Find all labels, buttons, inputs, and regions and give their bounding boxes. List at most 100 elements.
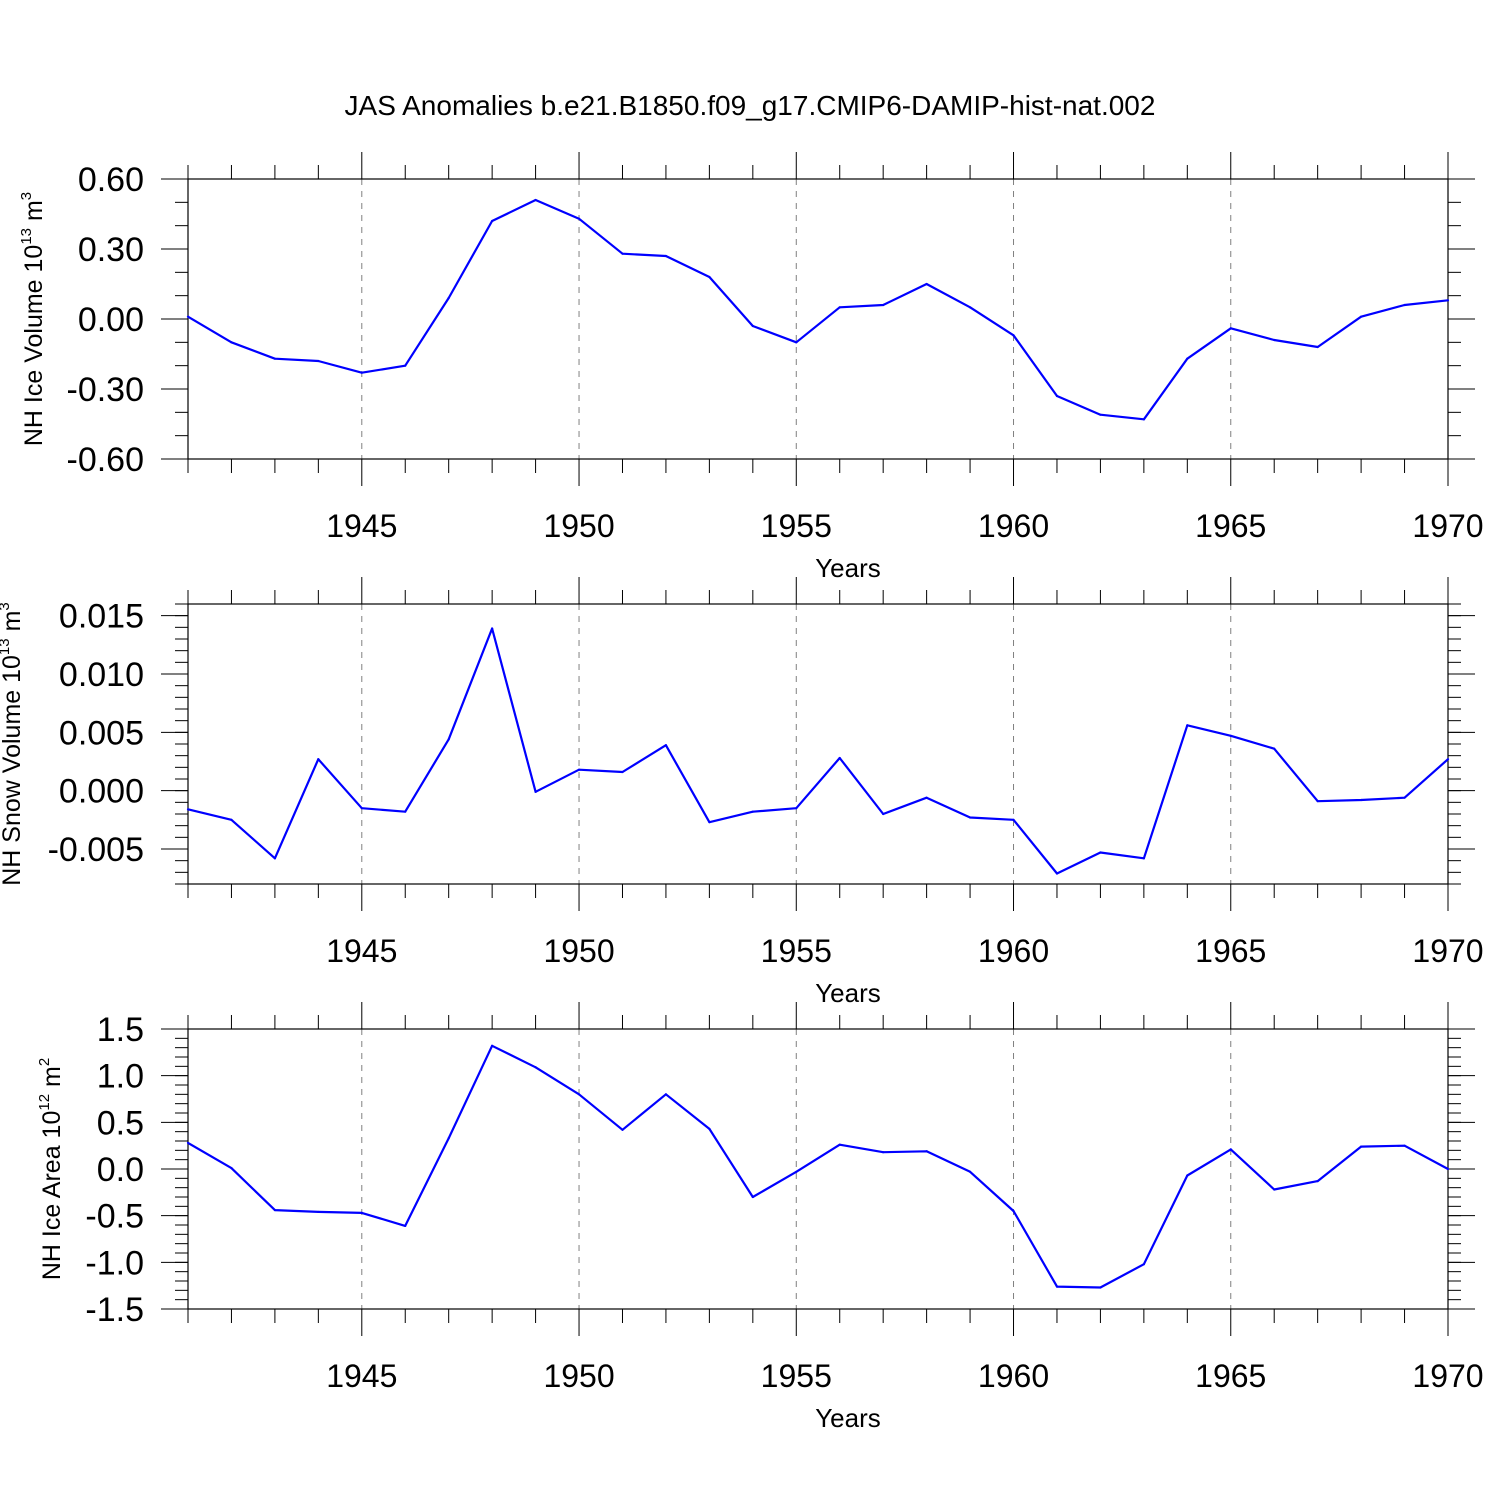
- y-tick-label: -1.5: [85, 1291, 144, 1329]
- x-tick-label: 1970: [1412, 933, 1483, 969]
- data-point: [534, 198, 537, 202]
- x-tick-label: 1945: [326, 933, 397, 969]
- data-point: [925, 1150, 928, 1153]
- data-point: [838, 756, 841, 760]
- x-tick-label: 1945: [326, 1358, 397, 1394]
- data-point: [491, 219, 494, 223]
- data-point: [708, 1127, 711, 1130]
- data-point: [795, 807, 798, 810]
- data-point: [1099, 413, 1102, 416]
- series-line: [187, 627, 1449, 875]
- data-point: [577, 768, 581, 771]
- x-tick-label: 1945: [326, 508, 397, 544]
- data-point: [1055, 394, 1059, 398]
- y-tick-label: 0.30: [78, 231, 144, 269]
- data-point: [968, 1170, 972, 1173]
- x-tick-label: 1965: [1195, 1358, 1266, 1394]
- data-point: [534, 790, 537, 793]
- data-point: [186, 808, 190, 811]
- y-tick-label: 0.60: [78, 161, 144, 199]
- data-point: [925, 796, 928, 799]
- plot-frame: [187, 178, 1449, 460]
- series-line: [187, 1044, 1449, 1289]
- data-point: [360, 371, 363, 374]
- data-point: [317, 1210, 320, 1214]
- data-point: [751, 1195, 754, 1199]
- data-point: [1099, 1286, 1102, 1289]
- data-point: [621, 1128, 624, 1131]
- y-tick-label: 1.0: [97, 1058, 144, 1096]
- data-point: [1273, 1188, 1276, 1191]
- data-point: [317, 758, 320, 761]
- y-tick-label: 0.5: [97, 1104, 144, 1142]
- data-point: [1403, 796, 1406, 799]
- data-point: [1446, 758, 1450, 761]
- data-point: [1142, 1263, 1145, 1266]
- data-point: [1186, 1174, 1189, 1177]
- data-point: [795, 1170, 798, 1173]
- data-point: [404, 364, 407, 367]
- data-point: [186, 1141, 190, 1144]
- data-point: [621, 252, 624, 255]
- data-point: [317, 359, 320, 363]
- x-tick-label: 1955: [761, 508, 832, 544]
- y-tick-label: -0.30: [67, 371, 145, 409]
- y-tick-label: 0.0: [97, 1151, 144, 1189]
- data-point: [230, 818, 233, 821]
- y-tick-label: 0.00: [78, 301, 144, 339]
- data-point: [1273, 338, 1276, 342]
- data-point: [1186, 357, 1189, 360]
- data-point: [1099, 851, 1102, 854]
- x-tick-label: 1955: [761, 933, 832, 969]
- data-point: [404, 810, 407, 813]
- data-point: [1142, 418, 1145, 421]
- x-tick-label: 1960: [978, 933, 1049, 969]
- data-point: [1055, 872, 1059, 875]
- data-point: [664, 1093, 668, 1096]
- data-point: [447, 1137, 450, 1140]
- data-point: [230, 1166, 233, 1170]
- y-tick-label: -0.5: [85, 1198, 144, 1236]
- data-point: [664, 744, 668, 747]
- data-point: [577, 217, 581, 220]
- x-tick-label: 1950: [543, 933, 614, 969]
- data-point: [1012, 1209, 1015, 1213]
- x-axis-label: Years: [815, 1403, 881, 1433]
- data-point: [882, 1151, 885, 1154]
- data-point: [1012, 334, 1015, 337]
- data-point: [708, 821, 711, 824]
- data-point: [534, 1066, 537, 1069]
- series-line: [187, 198, 1449, 421]
- figure-title: JAS Anomalies b.e21.B1850.f09_g17.CMIP6-…: [345, 90, 1156, 121]
- x-tick-label: 1960: [978, 508, 1049, 544]
- data-point: [1446, 1167, 1450, 1171]
- data-point: [1273, 747, 1276, 750]
- data-point: [273, 1208, 276, 1212]
- y-tick-label: 0.005: [59, 714, 144, 752]
- data-point: [230, 341, 233, 344]
- data-point: [186, 315, 190, 318]
- data-point: [838, 306, 841, 309]
- data-point: [1316, 345, 1319, 349]
- data-point: [273, 357, 276, 360]
- x-tick-label: 1970: [1412, 1358, 1483, 1394]
- x-tick-label: 1950: [543, 508, 614, 544]
- data-point: [1229, 734, 1232, 737]
- y-tick-label: -0.005: [48, 831, 144, 869]
- data-point: [1403, 303, 1406, 307]
- data-point: [1316, 1180, 1319, 1183]
- y-tick-label: 0.000: [59, 773, 144, 811]
- data-point: [925, 282, 928, 286]
- data-point: [838, 1143, 841, 1146]
- data-point: [1360, 1145, 1363, 1148]
- data-point: [1446, 299, 1450, 302]
- x-tick-label: 1965: [1195, 933, 1266, 969]
- data-point: [1142, 857, 1145, 860]
- y-axis-label: NH Snow Volume 1013 m3: [0, 602, 26, 886]
- data-point: [1055, 1285, 1059, 1288]
- data-point: [360, 1211, 363, 1214]
- data-point: [1316, 800, 1319, 803]
- data-point: [577, 1093, 581, 1096]
- data-point: [708, 275, 711, 279]
